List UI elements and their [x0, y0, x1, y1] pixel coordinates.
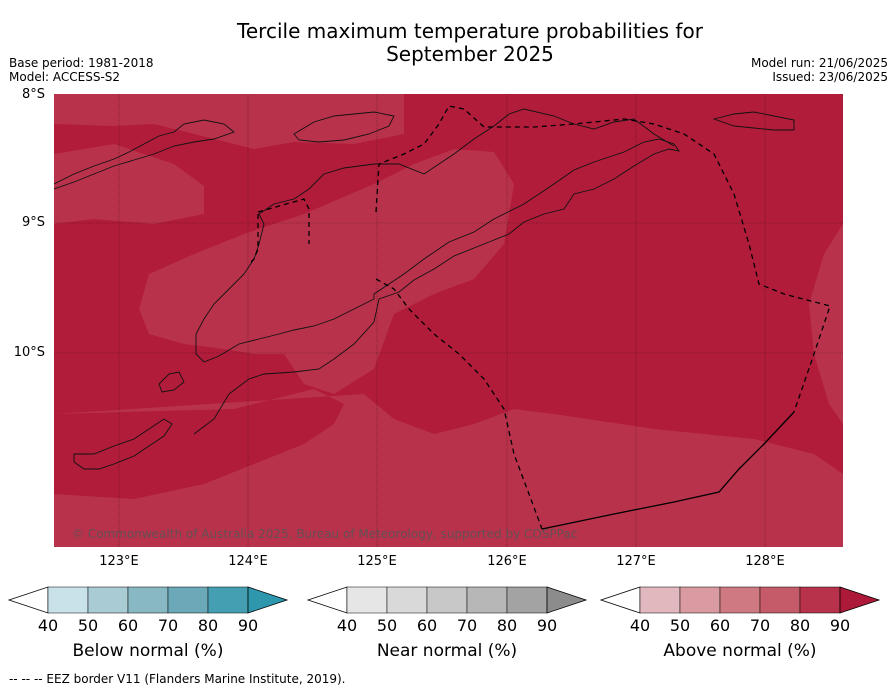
colorbar-tick-label: 40 — [37, 616, 59, 635]
colorbar-above-normal — [599, 586, 881, 614]
colorbar-tick-label: 90 — [829, 616, 851, 635]
coast-flores — [54, 119, 235, 190]
lat-label-8s: 8°S — [21, 87, 45, 102]
colorbar-tick-label: 70 — [749, 616, 771, 635]
colorbar-tick-label: 90 — [237, 616, 259, 635]
colorbar-tick-label: 80 — [789, 616, 811, 635]
coast-wetar-east — [712, 111, 795, 131]
lon-label-127e: 127°E — [616, 554, 656, 569]
title-line-2: September 2025 — [386, 42, 554, 66]
colorbar-swatch — [719, 586, 761, 614]
coast-roti — [73, 418, 173, 470]
lon-label-128e: 128°E — [745, 554, 785, 569]
colorbar-swatch — [47, 586, 89, 614]
coastlines — [54, 108, 795, 470]
colorbar-swatch — [679, 586, 721, 614]
coast-semau — [158, 371, 185, 393]
colorbar-tick-label: 60 — [117, 616, 139, 635]
lon-label-123e: 123°E — [99, 554, 139, 569]
colorbar-tick-label: 70 — [157, 616, 179, 635]
lon-label-126e: 126°E — [487, 554, 527, 569]
colorbar-below-normal — [7, 586, 289, 614]
title-line-1: Tercile maximum temperature probabilitie… — [237, 19, 703, 43]
colorbar-swatch — [426, 586, 468, 614]
colorbar-high-arrow — [247, 586, 289, 614]
map-title: Tercile maximum temperature probabilitie… — [170, 20, 770, 66]
graticule — [54, 94, 843, 547]
colorbars-svg — [7, 586, 881, 614]
colorbar-tick-label: 80 — [496, 616, 518, 635]
colorbar-swatch — [799, 586, 841, 614]
map-area[interactable]: © Commonwealth of Australia 2025, Bureau… — [54, 94, 843, 547]
meta-left: Base period: 1981-2018 Model: ACCESS-S2 — [9, 56, 154, 84]
colorbar-swatch — [466, 586, 508, 614]
colorbar-label-near: Near normal (%) — [376, 641, 518, 661]
colorbar-low-arrow — [306, 586, 348, 614]
meta-right: Model run: 21/06/2025 Issued: 23/06/2025 — [751, 56, 888, 84]
colorbar-tick-label: 80 — [197, 616, 219, 635]
colorbar-swatch — [506, 586, 548, 614]
colorbar-swatch — [386, 586, 428, 614]
colorbar-label-below: Below normal (%) — [72, 641, 224, 661]
colorbar-swatch — [207, 586, 249, 614]
colorbar-low-arrow — [7, 586, 49, 614]
colorbar-tick-label: 90 — [536, 616, 558, 635]
base-period: Base period: 1981-2018 — [9, 56, 154, 70]
eez-border-south — [541, 411, 795, 530]
colorbar-tick-label: 40 — [336, 616, 358, 635]
model-name: Model: ACCESS-S2 — [9, 70, 121, 84]
model-run: Model run: 21/06/2025 — [750, 56, 888, 70]
colorbar-tick-label: 50 — [376, 616, 398, 635]
copyright-text: © Commonwealth of Australia 2025, Bureau… — [72, 527, 577, 541]
colorbar-tick-label: 60 — [416, 616, 438, 635]
eez-border — [248, 105, 831, 530]
issued-date: Issued: 23/06/2025 — [772, 70, 888, 84]
eez-footer-note: -- -- -- EEZ border V11 (Flanders Marine… — [9, 672, 346, 686]
light-region-northwest — [54, 94, 404, 149]
colorbar-swatch — [127, 586, 169, 614]
colorbar-high-arrow — [546, 586, 588, 614]
colorbar-tick-label: 60 — [709, 616, 731, 635]
colorbar-swatch — [759, 586, 801, 614]
lat-label-10s: 10°S — [13, 345, 45, 360]
colorbar-near-normal — [306, 586, 588, 614]
map-svg: © Commonwealth of Australia 2025, Bureau… — [54, 94, 843, 547]
lon-label-124e: 124°E — [228, 554, 268, 569]
light-region-west-strip — [54, 144, 204, 224]
colorbar-low-arrow — [599, 586, 641, 614]
coast-timor — [193, 108, 681, 435]
colorbar-swatch — [639, 586, 681, 614]
colorbar-tick-label: 50 — [669, 616, 691, 635]
colorbar-swatch — [87, 586, 129, 614]
colorbar-high-arrow — [839, 586, 881, 614]
light-region-central — [139, 149, 514, 394]
colorbar-label-above: Above normal (%) — [663, 641, 817, 661]
colorbar-swatch — [346, 586, 388, 614]
colorbar-tick-label: 40 — [629, 616, 651, 635]
light-region-east — [809, 224, 843, 424]
colorbar-tick-label: 70 — [456, 616, 478, 635]
colorbar-swatch — [167, 586, 209, 614]
coast-northern-island — [293, 111, 395, 143]
colorbar-tick-label: 50 — [77, 616, 99, 635]
lon-label-125e: 125°E — [357, 554, 397, 569]
lat-label-9s: 9°S — [21, 215, 45, 230]
